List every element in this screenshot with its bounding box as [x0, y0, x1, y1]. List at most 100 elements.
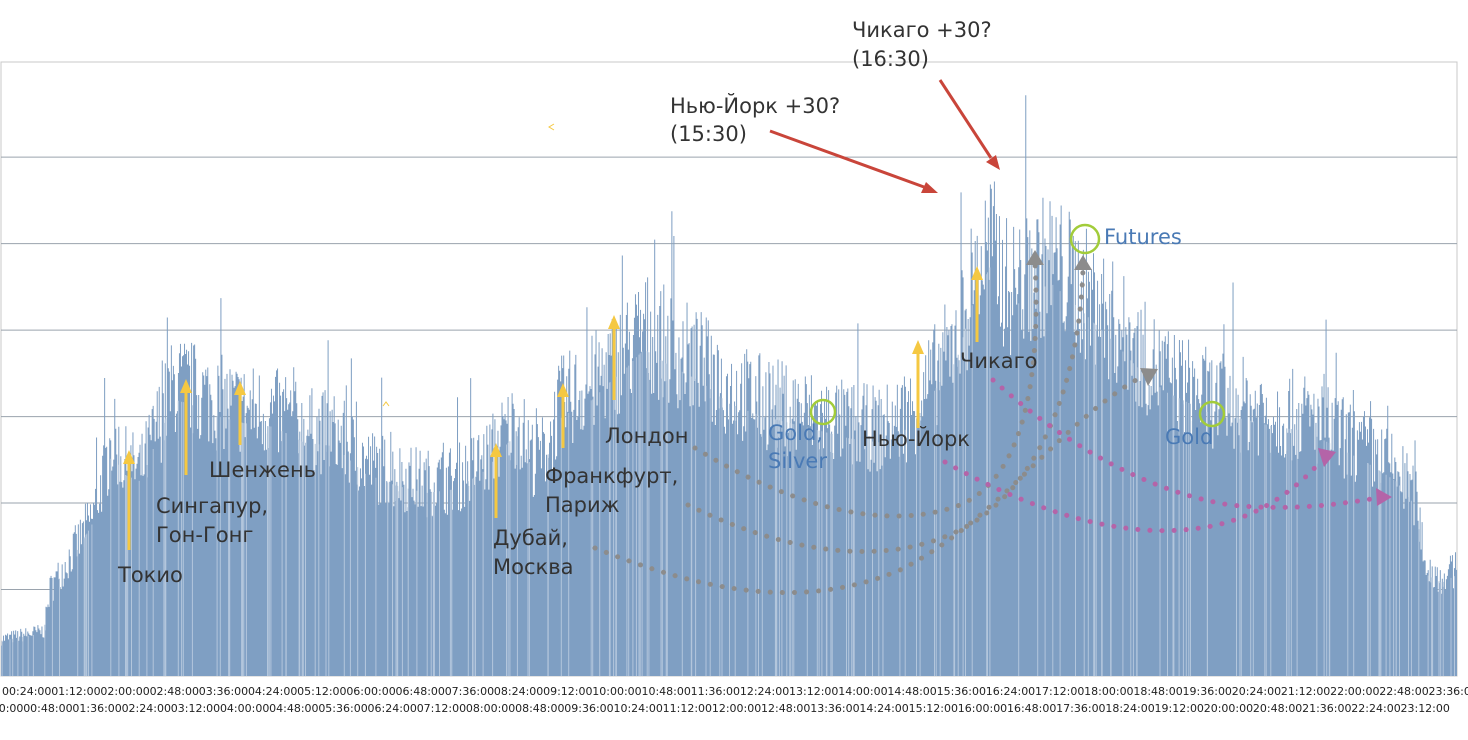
x-tick-label: 07:36:00 — [445, 685, 494, 698]
x-tick-label: 21:36:00 — [1302, 702, 1351, 715]
label-chicago: Чикаго — [960, 349, 1037, 373]
x-tick-label: 22:24:00 — [1351, 702, 1400, 715]
x-tick-label: 20:48:00 — [1253, 702, 1302, 715]
x-tick-label: 07:12:00 — [417, 702, 466, 715]
x-tick-label: 02:24:00 — [122, 702, 171, 715]
x-axis-tick-labels: 00:24:00 01:12:00 02:00:00 02:48:00 03:36:00… — [0, 685, 1468, 715]
x-tick-label: 01:12:00 — [51, 685, 100, 698]
x-tick-label: 15:12:00 — [909, 702, 958, 715]
london-arrow-head — [608, 315, 620, 329]
x-tick-label: 13:12:00 — [789, 685, 838, 698]
shenzhen-arrow-head — [234, 381, 246, 395]
x-tick-label: 14:48:00 — [887, 685, 936, 698]
x-tick-label: 03:36:00 — [199, 685, 248, 698]
x-tick-label: 15:36:00 — [937, 685, 986, 698]
annotation-labels: Токио Сингапур, Гон-Гонг Шенжень Дубай, … — [117, 18, 1037, 587]
x-tick-label: 18:24:00 — [1105, 702, 1154, 715]
x-tick-label: 05:12:00 — [297, 685, 346, 698]
chicago-30-arrow-head — [986, 155, 1000, 170]
singapore-arrow-head — [180, 379, 192, 393]
frankfurt-curve-head — [1074, 255, 1092, 270]
x-tick-label: 16:00:00 — [958, 702, 1007, 715]
gray-curve-heads — [1026, 250, 1158, 386]
dubai-curve-head — [1140, 368, 1158, 386]
x-tick-label: 04:48:00 — [269, 702, 318, 715]
x-tick-label: 12:48:00 — [761, 702, 810, 715]
purple-dotted-curves — [942, 377, 1381, 534]
offset-arrows — [769, 79, 1000, 193]
label-shenzhen: Шенжень — [209, 458, 316, 482]
label-chicago-30-1: Чикаго +30? — [852, 18, 992, 42]
london-curve — [692, 259, 1039, 519]
chicago-curve-head — [1376, 488, 1392, 506]
chicago-arrow-head — [971, 266, 983, 280]
label-dubai-2: Москва — [493, 555, 573, 579]
gold-circle — [1198, 400, 1226, 428]
x-tick-label: 17:36:00 — [1056, 702, 1105, 715]
purple-curve-heads — [1318, 448, 1392, 506]
new-york-30-arrow-head — [921, 182, 938, 193]
label-singapore-2: Гон-Гонг — [156, 523, 253, 547]
x-tick-label: 00:24:00 — [2, 685, 51, 698]
london-curve-head — [1026, 250, 1044, 265]
label-frankfurt-2: Париж — [545, 493, 620, 517]
label-gold-silver-1: Gold, — [768, 421, 823, 445]
new-york-curve — [942, 457, 1325, 534]
x-tick-label: 06:00:00 — [346, 685, 395, 698]
tokyo-arrow-head — [123, 450, 135, 464]
x-tick-label: 19:36:00 — [1183, 685, 1232, 698]
x-tick-label: 10:00:00 — [592, 685, 641, 698]
x-tick-label: 08:48:00 — [515, 702, 564, 715]
x-tick-label: 17:12:00 — [1035, 685, 1084, 698]
x-tick-label: 13:36:00 — [810, 702, 859, 715]
x-tick-label: 09:36:00 — [564, 702, 613, 715]
x-tick-label: 18:00:00 — [1084, 685, 1133, 698]
x-tick-label: 20:24:00 — [1232, 685, 1281, 698]
label-gold: Gold — [1165, 425, 1213, 449]
x-tick-label: 18:48:00 — [1133, 685, 1182, 698]
chicago-curve — [990, 377, 1381, 510]
x-tick-label: 02:00:00 — [100, 685, 149, 698]
x-tick-label: 16:48:00 — [1007, 702, 1056, 715]
x-tick-label: 10:24:00 — [613, 702, 662, 715]
label-singapore-1: Сингапур, — [156, 494, 268, 518]
label-gold-silver-2: Silver — [768, 449, 827, 473]
instrument-labels: Gold, Silver Futures Gold — [768, 225, 1213, 473]
x-tick-label: 23:36:00 — [1428, 685, 1468, 698]
label-chicago-30-2: (16:30) — [852, 47, 929, 71]
x-tick-label: 23:12:00 — [1400, 702, 1449, 715]
x-tick-label: 08:00:00 — [466, 702, 515, 715]
futures-circle — [1069, 223, 1101, 255]
gold-silver-circle — [809, 398, 837, 426]
label-new-york-30-2: (15:30) — [670, 122, 747, 146]
x-tick-label: 00:00:00 — [0, 702, 23, 715]
gray-dotted-curves — [592, 259, 1148, 596]
x-tick-label: 06:24:00 — [368, 702, 417, 715]
x-tick-label: 01:36:00 — [72, 702, 121, 715]
x-tick-label: 11:12:00 — [663, 702, 712, 715]
x-tick-label: 03:12:00 — [171, 702, 220, 715]
label-tokyo: Токио — [117, 563, 183, 587]
volume-bars — [1, 95, 1457, 677]
x-tick-label: 04:24:00 — [248, 685, 297, 698]
x-tick-label: 10:48:00 — [641, 685, 690, 698]
label-london: Лондон — [605, 424, 688, 448]
x-tick-label: 12:00:00 — [712, 702, 761, 715]
x-tick-label: 09:12:00 — [543, 685, 592, 698]
label-dubai-1: Дубай, — [493, 526, 568, 550]
x-tick-label: 21:12:00 — [1281, 685, 1330, 698]
x-tick-label: 12:24:00 — [740, 685, 789, 698]
x-tick-label: 11:36:00 — [691, 685, 740, 698]
chicago-30-arrow — [938, 79, 993, 159]
label-frankfurt-1: Франкфурт, — [545, 464, 678, 488]
x-tick-label: 08:24:00 — [494, 685, 543, 698]
x-tick-label: 02:48:00 — [150, 685, 199, 698]
new-york-arrow-head — [912, 340, 924, 354]
dubai-curve — [592, 372, 1148, 596]
highlight-circles — [809, 223, 1226, 428]
label-futures: Futures — [1104, 225, 1182, 249]
x-tick-label: 00:48:00 — [23, 702, 72, 715]
x-tick-label: 20:00:00 — [1204, 702, 1253, 715]
new-york-30-arrow — [769, 129, 925, 189]
